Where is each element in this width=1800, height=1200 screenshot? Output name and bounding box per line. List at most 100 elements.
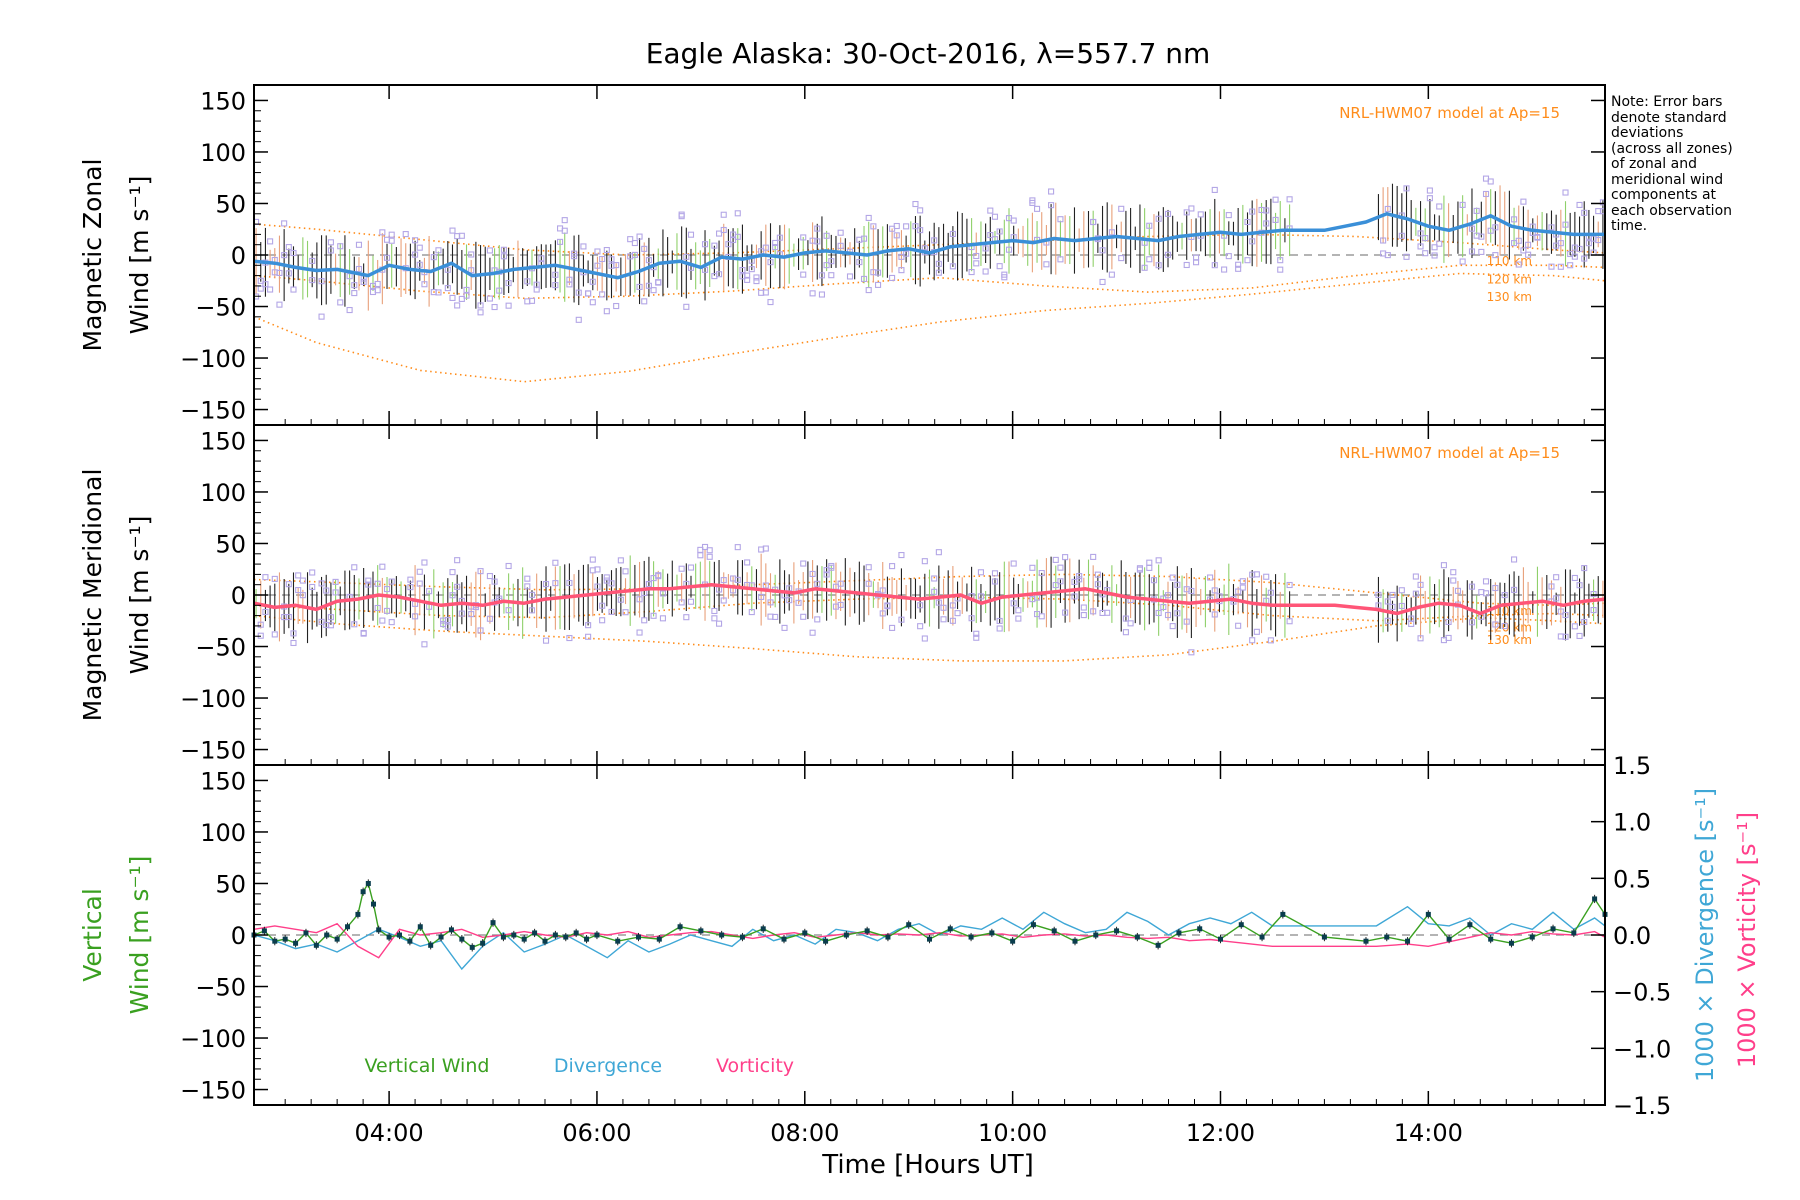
sample-point — [748, 266, 755, 273]
sample-point — [608, 580, 615, 587]
sample-point — [1511, 556, 1518, 563]
sample-point — [636, 233, 643, 240]
sample-point — [865, 564, 872, 571]
sample-point — [412, 613, 419, 620]
sample-point — [1225, 253, 1232, 260]
sample-point — [1211, 186, 1218, 193]
x-axis: 04:00 06:00 08:00 10:00 12:00 14:00 Time [Hour… — [355, 1119, 1463, 1180]
sample-point — [865, 287, 872, 294]
sample-point — [921, 558, 928, 565]
vertical-wind-point — [376, 927, 382, 933]
vertical-wind-point — [563, 934, 569, 940]
sample-point — [1034, 205, 1041, 212]
sample-point — [1193, 254, 1200, 261]
sample-point — [379, 563, 386, 570]
sample-point — [781, 624, 788, 631]
sample-point — [772, 613, 779, 620]
vertical-wind-point — [480, 940, 486, 946]
sample-point — [351, 282, 358, 289]
sample-point — [800, 613, 807, 620]
sample-point — [935, 599, 942, 606]
vertical-wind-point — [1155, 942, 1161, 948]
vertical-wind-point — [594, 932, 600, 938]
sample-point — [500, 253, 507, 260]
sample-point — [491, 578, 498, 585]
sample-point — [1525, 241, 1532, 248]
sample-point — [898, 267, 905, 274]
sample-point — [599, 602, 606, 609]
sample-point — [1253, 571, 1260, 578]
sample-point — [566, 579, 573, 587]
sample-point — [1482, 578, 1490, 585]
x-axis-label: Time [Hours UT] — [821, 1150, 1034, 1180]
sample-point — [795, 599, 802, 606]
sample-point — [767, 259, 774, 266]
sample-point — [589, 299, 596, 306]
sample-point — [823, 262, 830, 269]
y-tick-label: −50 — [195, 634, 246, 662]
sample-point — [1090, 218, 1097, 226]
vertical-wind-point — [947, 926, 953, 932]
sample-point — [561, 227, 568, 234]
sample-point — [1398, 587, 1405, 594]
sample-point — [973, 630, 980, 637]
sample-point — [285, 244, 292, 251]
sample-point — [622, 568, 629, 575]
vertical-wind-point — [1529, 934, 1535, 940]
sample-point — [383, 586, 391, 593]
sample-point — [552, 271, 559, 278]
sample-point — [977, 569, 984, 576]
sample-point — [1249, 637, 1256, 644]
sample-point — [346, 273, 353, 280]
sample-point — [814, 580, 821, 587]
sample-point — [748, 609, 755, 616]
sample-point — [571, 250, 578, 257]
sample-point — [655, 572, 662, 579]
y-tick-label: −100 — [180, 345, 246, 373]
sample-point — [1267, 589, 1274, 596]
sample-point — [1043, 261, 1050, 268]
sample-point — [346, 306, 353, 314]
sample-point — [828, 564, 835, 571]
sample-point — [318, 278, 325, 285]
sample-point — [374, 280, 381, 288]
sample-point — [299, 592, 306, 599]
sample-point — [650, 287, 657, 294]
sample-point — [309, 583, 316, 591]
sample-point — [734, 210, 741, 217]
sample-point — [753, 278, 760, 285]
sample-point — [982, 245, 989, 252]
vertical-wind-point — [739, 934, 745, 940]
vertical-wind-point — [532, 930, 538, 936]
sample-point — [1127, 620, 1134, 627]
note-line: meridional wind — [1611, 171, 1724, 188]
sample-point — [589, 278, 596, 285]
vertical-wind-point — [293, 940, 299, 946]
sample-point — [1445, 634, 1452, 642]
vertical-wind-point — [1425, 911, 1431, 917]
sample-point — [772, 244, 779, 251]
sample-point — [716, 271, 723, 278]
sample-point — [893, 232, 900, 239]
sample-point — [575, 289, 582, 296]
sample-point — [645, 257, 652, 264]
sample-point — [1417, 635, 1424, 642]
sample-point — [1249, 208, 1256, 215]
vertical-wind-point — [365, 880, 371, 886]
note-line: time. — [1611, 218, 1648, 234]
sample-point — [949, 602, 956, 609]
sample-point — [580, 243, 587, 250]
sample-point — [641, 245, 648, 252]
legend-vertical-wind: Vertical Wind — [365, 1055, 490, 1077]
vertical-wind-point — [1010, 938, 1016, 944]
sample-point — [566, 281, 573, 288]
sample-point — [449, 294, 456, 301]
sample-point — [1412, 573, 1419, 580]
sample-point — [1164, 251, 1172, 258]
sample-point — [1492, 584, 1499, 592]
model-curve-label: 120 km — [1487, 272, 1532, 286]
x-tick-label: 04:00 — [355, 1119, 424, 1147]
sample-point — [1557, 240, 1564, 247]
sample-point — [1183, 618, 1190, 625]
